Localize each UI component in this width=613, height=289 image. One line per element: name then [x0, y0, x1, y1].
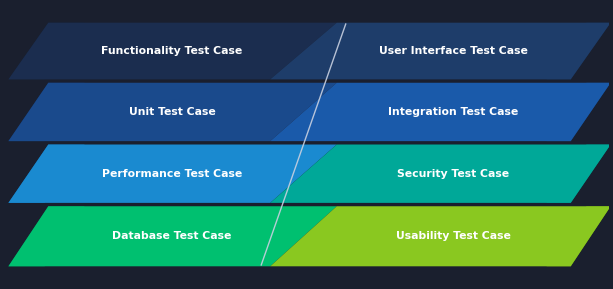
- Polygon shape: [270, 83, 611, 141]
- Polygon shape: [9, 83, 85, 141]
- Text: Unit Test Case: Unit Test Case: [129, 107, 215, 117]
- Polygon shape: [547, 206, 611, 266]
- Polygon shape: [547, 83, 611, 141]
- Text: User Interface Test Case: User Interface Test Case: [379, 46, 528, 56]
- Polygon shape: [270, 206, 611, 266]
- Text: Performance Test Case: Performance Test Case: [102, 169, 242, 179]
- Polygon shape: [9, 83, 337, 141]
- Polygon shape: [270, 144, 611, 203]
- Polygon shape: [9, 206, 337, 266]
- Polygon shape: [9, 144, 337, 203]
- Polygon shape: [9, 144, 85, 203]
- Polygon shape: [9, 206, 85, 266]
- Polygon shape: [9, 23, 337, 79]
- Polygon shape: [547, 144, 611, 203]
- Text: Security Test Case: Security Test Case: [397, 169, 509, 179]
- Polygon shape: [9, 23, 85, 79]
- Text: Functionality Test Case: Functionality Test Case: [101, 46, 243, 56]
- Polygon shape: [547, 23, 611, 79]
- Polygon shape: [270, 23, 611, 79]
- Text: Integration Test Case: Integration Test Case: [388, 107, 518, 117]
- Text: Database Test Case: Database Test Case: [112, 231, 232, 241]
- Text: Usability Test Case: Usability Test Case: [396, 231, 511, 241]
